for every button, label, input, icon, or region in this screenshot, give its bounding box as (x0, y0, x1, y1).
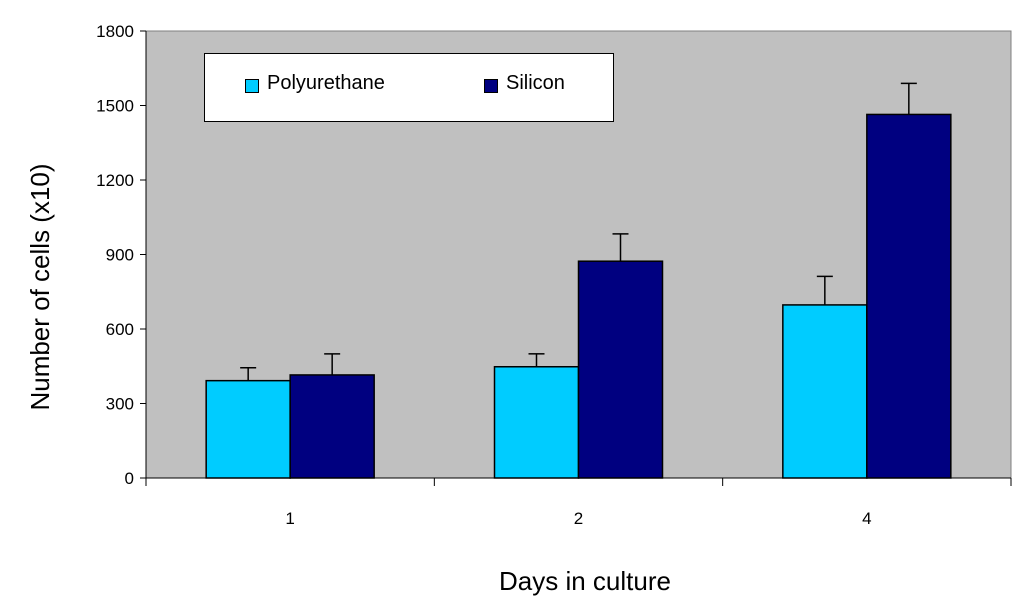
y-tick-label: 1200 (96, 171, 134, 190)
bar-polyurethane-1 (205, 379, 291, 479)
y-tick-label: 1800 (96, 22, 134, 41)
legend-label-silicon: Silicon (506, 71, 565, 94)
x-tick-label: 1 (285, 509, 294, 528)
y-tick-label: 300 (106, 395, 134, 414)
y-tick-label: 0 (125, 469, 134, 488)
legend-label-polyurethane: Polyurethane (267, 71, 385, 94)
legend-entry-silicon: Silicon (484, 71, 565, 95)
x-tick-label: 4 (862, 509, 871, 528)
y-axis-title: Number of cells (x10) (25, 163, 55, 411)
bar-silicon-2 (577, 260, 664, 479)
y-tick-label: 1500 (96, 97, 134, 116)
x-tick-label: 2 (574, 509, 583, 528)
legend-entry-polyurethane: Polyurethane (245, 71, 385, 95)
chart-legend: Polyurethane Silicon (204, 53, 614, 122)
bar-silicon-1 (289, 374, 375, 479)
bar-polyurethane-4 (782, 304, 868, 479)
y-tick-label: 600 (106, 320, 134, 339)
x-axis-title: Days in culture (499, 566, 671, 596)
legend-swatch-polyurethane (245, 79, 259, 93)
legend-swatch-silicon (484, 79, 498, 93)
bar-silicon-4 (866, 113, 952, 479)
bar-polyurethane-2 (493, 365, 580, 479)
y-tick-label: 900 (106, 246, 134, 265)
